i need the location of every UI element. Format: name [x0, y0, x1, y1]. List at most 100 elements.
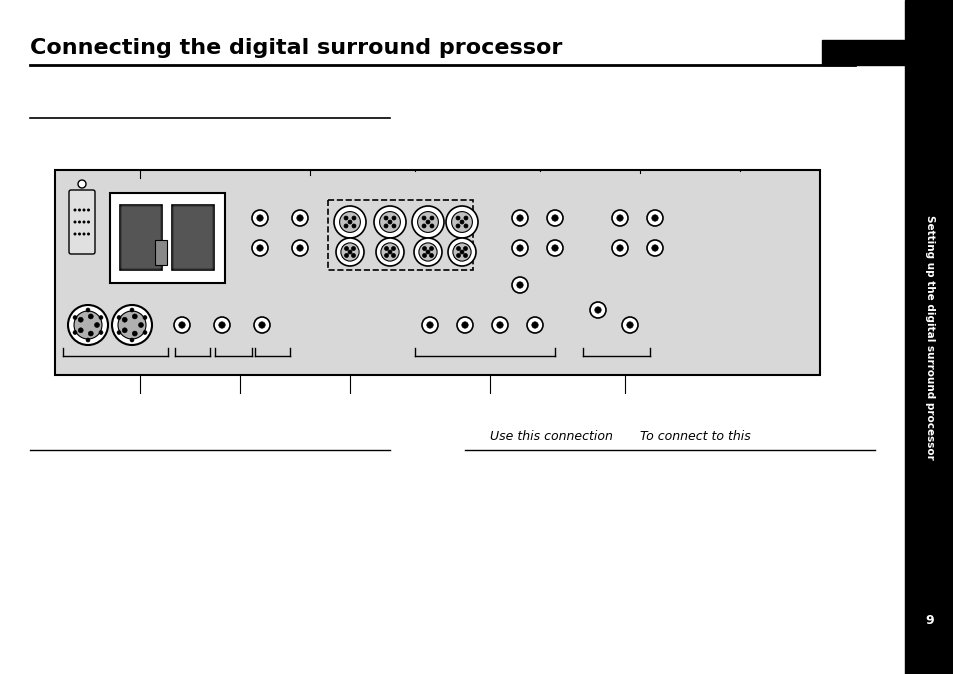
Circle shape: [421, 317, 437, 333]
Circle shape: [594, 307, 600, 313]
Circle shape: [429, 247, 433, 251]
Circle shape: [73, 220, 76, 224]
Circle shape: [612, 210, 627, 226]
Circle shape: [379, 212, 400, 233]
Bar: [821, 40, 904, 65]
Circle shape: [352, 216, 355, 220]
Text: Use this connection: Use this connection: [490, 430, 612, 443]
Circle shape: [388, 250, 392, 254]
Circle shape: [512, 277, 527, 293]
Circle shape: [89, 314, 93, 319]
Circle shape: [380, 243, 398, 261]
Circle shape: [73, 315, 77, 319]
Circle shape: [617, 215, 622, 221]
Circle shape: [143, 315, 147, 319]
Circle shape: [374, 206, 406, 238]
Circle shape: [412, 206, 443, 238]
Circle shape: [253, 317, 270, 333]
Circle shape: [256, 215, 263, 221]
Circle shape: [344, 253, 348, 257]
Circle shape: [351, 253, 355, 257]
Circle shape: [78, 328, 83, 333]
Circle shape: [426, 250, 430, 254]
Circle shape: [531, 321, 537, 328]
Circle shape: [344, 216, 348, 220]
Circle shape: [391, 253, 395, 257]
Circle shape: [296, 245, 303, 251]
Circle shape: [463, 224, 468, 228]
Circle shape: [252, 210, 268, 226]
Circle shape: [617, 245, 622, 251]
Circle shape: [296, 215, 303, 221]
Circle shape: [292, 240, 308, 256]
Circle shape: [86, 338, 90, 342]
FancyBboxPatch shape: [121, 206, 161, 269]
Circle shape: [391, 247, 395, 251]
Circle shape: [344, 247, 348, 251]
Circle shape: [130, 308, 133, 312]
Circle shape: [258, 321, 265, 328]
Bar: [120, 205, 162, 270]
Circle shape: [112, 305, 152, 345]
Circle shape: [78, 233, 81, 235]
Circle shape: [492, 317, 507, 333]
Circle shape: [512, 210, 527, 226]
Circle shape: [422, 247, 426, 251]
FancyBboxPatch shape: [172, 206, 213, 269]
Circle shape: [426, 220, 430, 224]
Circle shape: [384, 253, 388, 257]
Circle shape: [429, 253, 433, 257]
Circle shape: [422, 253, 426, 257]
Circle shape: [463, 247, 467, 251]
Circle shape: [122, 328, 127, 333]
Circle shape: [68, 305, 108, 345]
Circle shape: [375, 238, 403, 266]
Circle shape: [348, 250, 352, 254]
Circle shape: [87, 220, 90, 224]
Circle shape: [117, 315, 121, 319]
Circle shape: [626, 321, 633, 328]
Circle shape: [446, 206, 477, 238]
Circle shape: [340, 243, 358, 261]
Circle shape: [132, 314, 137, 319]
Circle shape: [87, 233, 90, 235]
Circle shape: [463, 253, 467, 257]
Circle shape: [456, 216, 459, 220]
Circle shape: [388, 220, 392, 224]
Circle shape: [173, 317, 190, 333]
Circle shape: [78, 317, 83, 322]
Circle shape: [78, 180, 86, 188]
Circle shape: [178, 321, 185, 328]
Circle shape: [453, 243, 471, 261]
Circle shape: [448, 238, 476, 266]
Circle shape: [78, 220, 81, 224]
Circle shape: [546, 240, 562, 256]
Bar: [904, 0, 953, 674]
Text: Setting up the digital surround processor: Setting up the digital surround processo…: [924, 214, 934, 460]
Circle shape: [117, 330, 121, 334]
Circle shape: [89, 331, 93, 336]
Circle shape: [456, 224, 459, 228]
Circle shape: [421, 216, 426, 220]
Circle shape: [130, 338, 133, 342]
Circle shape: [335, 238, 364, 266]
Circle shape: [418, 243, 436, 261]
Circle shape: [122, 317, 127, 322]
Circle shape: [82, 233, 86, 235]
Circle shape: [497, 321, 502, 328]
Bar: [154, 240, 167, 265]
Circle shape: [456, 317, 473, 333]
Circle shape: [651, 245, 658, 251]
Circle shape: [384, 216, 388, 220]
Circle shape: [118, 311, 146, 339]
Circle shape: [143, 330, 147, 334]
Circle shape: [430, 224, 434, 228]
Circle shape: [430, 216, 434, 220]
Circle shape: [99, 330, 103, 334]
Circle shape: [218, 321, 225, 328]
Circle shape: [612, 240, 627, 256]
Circle shape: [456, 253, 460, 257]
Circle shape: [461, 321, 468, 328]
Circle shape: [78, 208, 81, 212]
Circle shape: [74, 311, 102, 339]
